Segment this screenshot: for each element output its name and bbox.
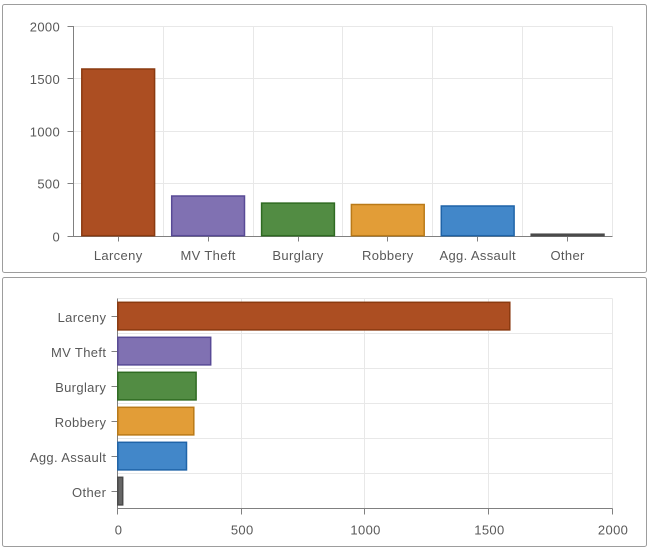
svg-text:Agg. Assault: Agg. Assault xyxy=(439,248,516,263)
svg-text:2000: 2000 xyxy=(30,20,60,35)
svg-text:0: 0 xyxy=(53,229,61,244)
svg-text:MV Theft: MV Theft xyxy=(51,345,106,360)
svg-text:Larceny: Larceny xyxy=(58,310,107,325)
svg-text:Larceny: Larceny xyxy=(94,248,143,263)
svg-text:2000: 2000 xyxy=(598,522,628,537)
svg-text:Robbery: Robbery xyxy=(362,248,414,263)
svg-text:500: 500 xyxy=(231,522,254,537)
svg-text:1000: 1000 xyxy=(350,522,380,537)
svg-text:1500: 1500 xyxy=(474,522,504,537)
svg-text:500: 500 xyxy=(37,177,60,192)
svg-text:Other: Other xyxy=(72,485,107,500)
svg-text:0: 0 xyxy=(115,522,123,537)
svg-text:Agg. Assault: Agg. Assault xyxy=(30,450,107,465)
svg-text:1000: 1000 xyxy=(30,124,60,139)
svg-text:Burglary: Burglary xyxy=(272,248,323,263)
svg-text:Burglary: Burglary xyxy=(55,380,106,395)
svg-text:1500: 1500 xyxy=(30,72,60,87)
svg-text:Other: Other xyxy=(550,248,585,263)
svg-text:Robbery: Robbery xyxy=(55,415,107,430)
svg-text:MV Theft: MV Theft xyxy=(180,248,235,263)
